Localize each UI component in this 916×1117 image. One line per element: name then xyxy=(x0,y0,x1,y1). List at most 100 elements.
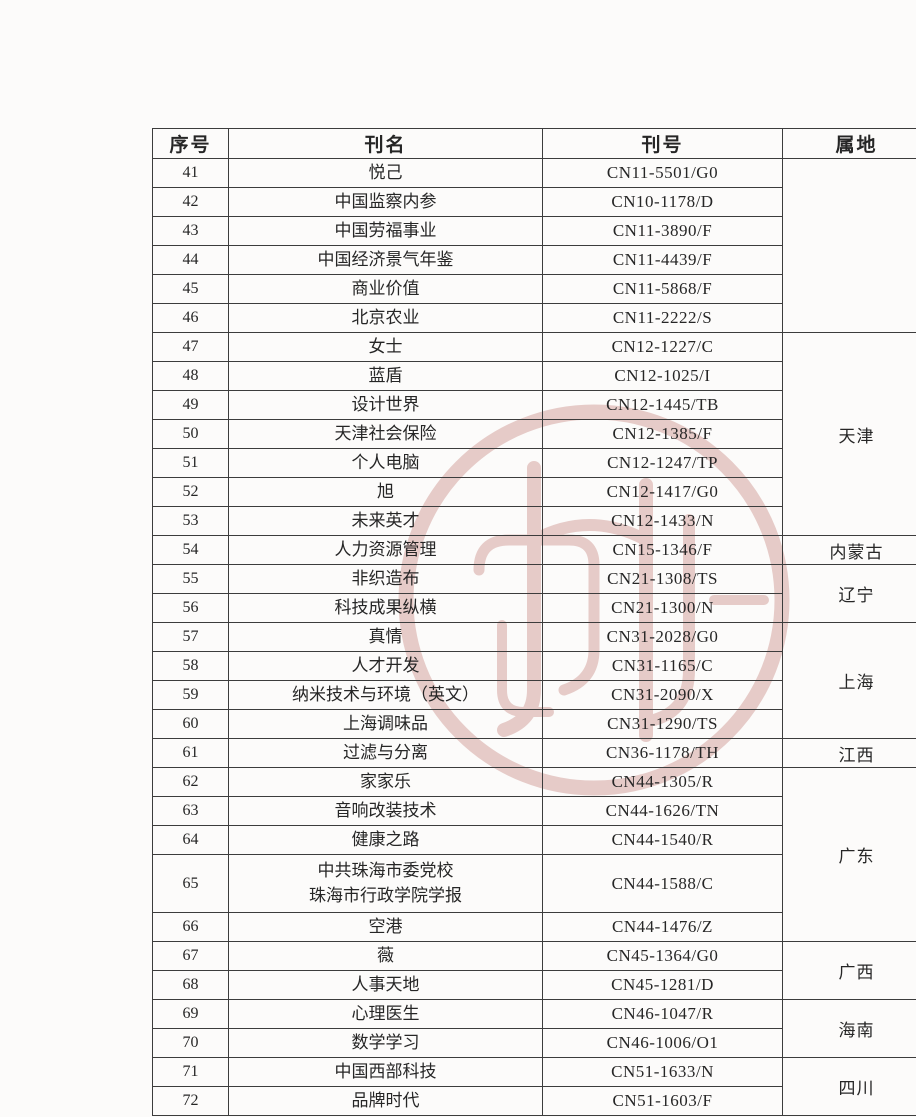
table-header-row: 序号 刊名 刊号 属地 xyxy=(152,128,916,159)
table-row: 61 过滤与分离 CN36-1178/TH 江西 xyxy=(152,738,916,768)
col-header-journal-code: 刊号 xyxy=(542,128,783,159)
col-header-region: 属地 xyxy=(782,128,916,159)
region-cell: 天津 xyxy=(782,332,916,536)
row-number-cell: 44 xyxy=(152,245,229,275)
journal-code-cell: CN12-1433/N xyxy=(542,506,783,536)
row-number-cell: 69 xyxy=(152,999,229,1029)
region-cell: 广西 xyxy=(782,941,916,1000)
table-row: 41 悦己 CN11-5501/G0 xyxy=(152,158,916,333)
journal-code-cell: CN46-1047/R xyxy=(542,999,783,1029)
row-number-cell: 57 xyxy=(152,622,229,652)
journal-name-cell: 上海调味品 xyxy=(228,709,543,739)
region-cell: 辽宁 xyxy=(782,564,916,623)
journal-name-cell: 中国监察内参 xyxy=(228,187,543,217)
row-number-cell: 60 xyxy=(152,709,229,739)
journal-table: 序号 刊名 刊号 属地 41 悦己 CN11-5501/G0 42 中国监察内参 CN10… xyxy=(152,128,916,1116)
journal-code-cell: CN11-5501/G0 xyxy=(542,158,783,188)
journal-code-cell: CN51-1603/F xyxy=(542,1086,783,1116)
journal-name-cell: 女士 xyxy=(228,332,543,362)
row-number-cell: 51 xyxy=(152,448,229,478)
journal-code-cell: CN31-2090/X xyxy=(542,680,783,710)
table-row: 52 旭 CN12-1417/G0 xyxy=(152,477,916,507)
journal-code-cell: CN44-1540/R xyxy=(542,825,783,855)
journal-name-cell: 未来英才 xyxy=(228,506,543,536)
journal-code-cell: CN31-1165/C xyxy=(542,651,783,681)
row-number-cell: 59 xyxy=(152,680,229,710)
col-header-number: 序号 xyxy=(152,128,229,159)
table-row: 57 真情 CN31-2028/G0 上海 xyxy=(152,622,916,739)
region-cell: 海南 xyxy=(782,999,916,1058)
journal-code-cell: CN12-1247/TP xyxy=(542,448,783,478)
row-number-cell: 67 xyxy=(152,941,229,971)
row-number-cell: 47 xyxy=(152,332,229,362)
journal-code-cell: CN51-1633/N xyxy=(542,1057,783,1087)
table-row: 66 空港 CN44-1476/Z xyxy=(152,912,916,942)
table-row: 71 中国西部科技 CN51-1633/N 四川 xyxy=(152,1057,916,1116)
journal-name-cell: 数学学习 xyxy=(228,1028,543,1058)
row-number-cell: 42 xyxy=(152,187,229,217)
table-row: 51 个人电脑 CN12-1247/TP xyxy=(152,448,916,478)
table-row: 46 北京农业 CN11-2222/S xyxy=(152,303,916,333)
journal-name-cell: 音响改装技术 xyxy=(228,796,543,826)
journal-name-cell: 非织造布 xyxy=(228,564,543,594)
journal-name-cell: 中国劳福事业 xyxy=(228,216,543,246)
row-number-cell: 54 xyxy=(152,535,229,565)
table-row: 67 薇 CN45-1364/G0 广西 xyxy=(152,941,916,1000)
table-row: 48 蓝盾 CN12-1025/I xyxy=(152,361,916,391)
table-row: 69 心理医生 CN46-1047/R 海南 xyxy=(152,999,916,1058)
journal-name-cell: 中国西部科技 xyxy=(228,1057,543,1087)
table-body: 41 悦己 CN11-5501/G0 42 中国监察内参 CN10-1178/D 43 中国劳… xyxy=(152,158,916,1116)
journal-name-cell: 纳米技术与环境（英文） xyxy=(228,680,543,710)
row-number-cell: 43 xyxy=(152,216,229,246)
row-number-cell: 45 xyxy=(152,274,229,304)
journal-code-cell: CN11-2222/S xyxy=(542,303,783,333)
journal-name-cell: 商业价值 xyxy=(228,274,543,304)
journal-code-cell: CN21-1300/N xyxy=(542,593,783,623)
row-number-cell: 55 xyxy=(152,564,229,594)
journal-name-cell: 健康之路 xyxy=(228,825,543,855)
row-number-cell: 46 xyxy=(152,303,229,333)
journal-name-cell: 人事天地 xyxy=(228,970,543,1000)
journal-name-cell: 真情 xyxy=(228,622,543,652)
journal-code-cell: CN31-1290/TS xyxy=(542,709,783,739)
row-number-cell: 65 xyxy=(152,854,229,913)
row-number-cell: 61 xyxy=(152,738,229,768)
journal-name-cell: 北京农业 xyxy=(228,303,543,333)
journal-name-cell: 人才开发 xyxy=(228,651,543,681)
journal-code-cell: CN12-1227/C xyxy=(542,332,783,362)
journal-name-cell: 品牌时代 xyxy=(228,1086,543,1116)
row-number-cell: 72 xyxy=(152,1086,229,1116)
table-row: 65 中共珠海市委党校 珠海市行政学院学报 CN44-1588/C xyxy=(152,854,916,913)
journal-name-cell: 人力资源管理 xyxy=(228,535,543,565)
journal-name-cell: 设计世界 xyxy=(228,390,543,420)
row-number-cell: 64 xyxy=(152,825,229,855)
journal-code-cell: CN12-1445/TB xyxy=(542,390,783,420)
row-number-cell: 48 xyxy=(152,361,229,391)
journal-code-cell: CN12-1417/G0 xyxy=(542,477,783,507)
table-row: 47 女士 CN12-1227/C 天津 xyxy=(152,332,916,536)
region-cell: 四川 xyxy=(782,1057,916,1116)
journal-code-cell: CN36-1178/TH xyxy=(542,738,783,768)
journal-name-cell: 心理医生 xyxy=(228,999,543,1029)
journal-code-cell: CN44-1476/Z xyxy=(542,912,783,942)
region-cell xyxy=(782,158,916,333)
row-number-cell: 63 xyxy=(152,796,229,826)
row-number-cell: 53 xyxy=(152,506,229,536)
journal-name-cell: 旭 xyxy=(228,477,543,507)
table-row: 70 数学学习 CN46-1006/O1 xyxy=(152,1028,916,1058)
journal-code-cell: CN11-4439/F xyxy=(542,245,783,275)
region-cell: 广东 xyxy=(782,767,916,942)
row-number-cell: 66 xyxy=(152,912,229,942)
journal-name-cell: 天津社会保险 xyxy=(228,419,543,449)
journal-name-cell: 中共珠海市委党校 珠海市行政学院学报 xyxy=(228,854,543,913)
row-number-cell: 70 xyxy=(152,1028,229,1058)
row-number-cell: 41 xyxy=(152,158,229,188)
journal-code-cell: CN44-1626/TN xyxy=(542,796,783,826)
journal-code-cell: CN44-1305/R xyxy=(542,767,783,797)
region-cell: 上海 xyxy=(782,622,916,739)
journal-code-cell: CN31-2028/G0 xyxy=(542,622,783,652)
row-number-cell: 50 xyxy=(152,419,229,449)
row-number-cell: 68 xyxy=(152,970,229,1000)
journal-code-cell: CN46-1006/O1 xyxy=(542,1028,783,1058)
